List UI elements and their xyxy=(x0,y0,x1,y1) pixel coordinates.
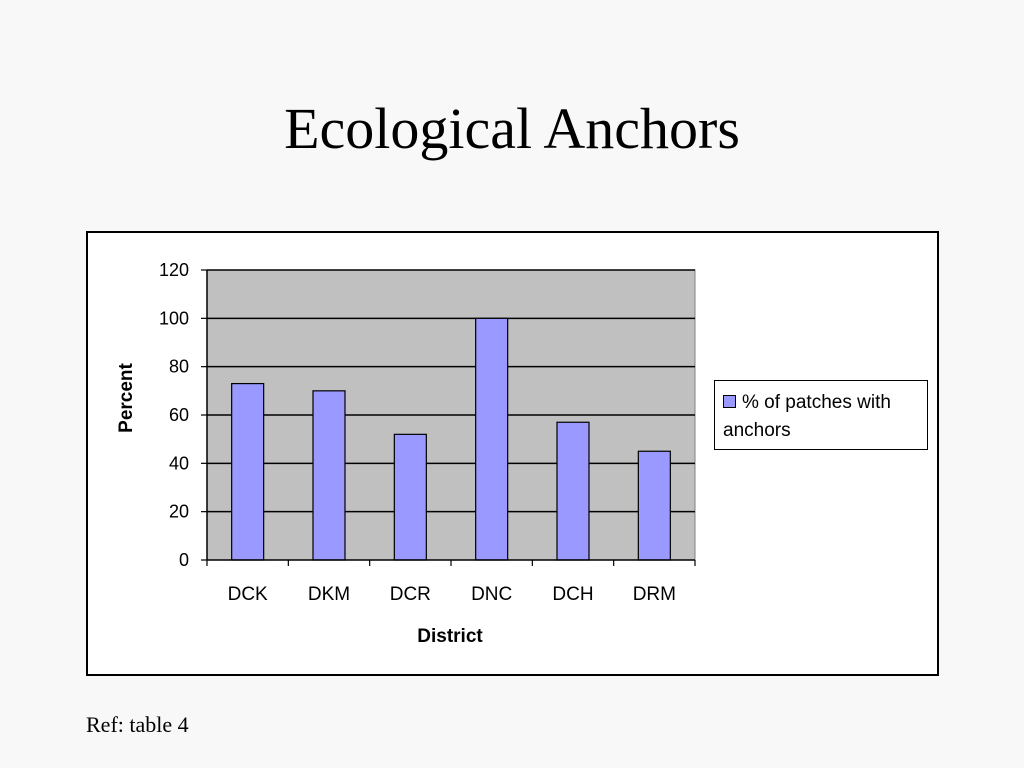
y-tick-label: 100 xyxy=(159,308,189,328)
x-axis-title: District xyxy=(417,626,483,647)
bar-dnc xyxy=(475,317,509,561)
chart-legend: % of patches with anchors xyxy=(714,380,928,450)
x-tick-label: DCK xyxy=(228,584,268,605)
legend-swatch xyxy=(723,395,736,408)
bar-dcr xyxy=(393,433,427,561)
y-axis-title: Percent xyxy=(116,362,137,432)
bar-dck xyxy=(231,382,265,561)
slide-title: Ecological Anchors xyxy=(284,96,740,161)
x-tick-label: DRM xyxy=(633,584,676,605)
y-tick-label: 80 xyxy=(169,357,189,377)
y-tick-label: 0 xyxy=(179,550,189,570)
y-tick-label: 40 xyxy=(169,453,189,473)
axes xyxy=(201,269,696,566)
bar-drm xyxy=(637,450,671,561)
gridlines xyxy=(207,269,695,513)
reference-note: Ref: table 4 xyxy=(86,712,189,737)
y-tick-label: 120 xyxy=(159,260,189,280)
bar-chart: 0 20 40 60 80 100 120 DCK DKM DCR DNC DCH DRM Distri… xyxy=(116,260,696,647)
x-tick-label: DCR xyxy=(390,584,431,605)
bars xyxy=(231,317,671,561)
x-tick-label: DKM xyxy=(308,584,350,605)
y-tick-label: 20 xyxy=(169,502,189,522)
x-tick-label: DCH xyxy=(552,584,593,605)
y-tick-label: 60 xyxy=(169,405,189,425)
bar-dch xyxy=(556,421,590,561)
tick-labels: 0 20 40 60 80 100 120 DCK DKM DCR DNC DCH DRM xyxy=(159,260,676,605)
chart-container: 0 20 40 60 80 100 120 DCK DKM DCR DNC DCH DRM Distri… xyxy=(86,231,939,676)
legend-label: % of patches with anchors xyxy=(723,392,891,441)
x-tick-label: DNC xyxy=(471,584,512,605)
bar-dkm xyxy=(312,390,346,561)
